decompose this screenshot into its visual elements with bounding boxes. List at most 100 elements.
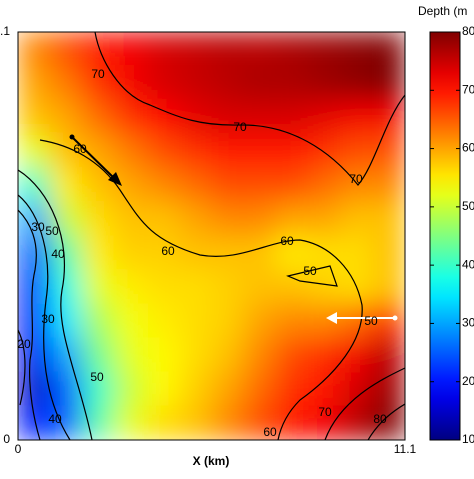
depth-cell — [211, 201, 245, 237]
depth-cell — [18, 65, 51, 101]
depth-cell — [178, 167, 212, 203]
depth-cell — [114, 167, 148, 203]
depth-cell — [211, 167, 245, 203]
depth-cell — [372, 235, 405, 271]
contour-line — [39, 139, 363, 440]
depth-cell — [372, 303, 405, 339]
depth-cell — [211, 269, 245, 305]
depth-cell — [178, 405, 212, 440]
depth-cell — [307, 99, 341, 135]
depth-cell — [307, 371, 341, 407]
depth-cell — [49, 133, 83, 169]
contour-label: 70 — [318, 405, 332, 419]
depth-cell — [211, 235, 245, 271]
depth-cell — [114, 303, 148, 339]
depth-cell — [243, 269, 277, 305]
depth-cell — [82, 303, 116, 339]
depth-cell — [114, 405, 148, 440]
arrow — [71, 136, 117, 181]
arrow-head — [108, 172, 122, 186]
depth-cell — [146, 405, 180, 440]
depth-cell — [114, 99, 148, 135]
depth-cell — [211, 405, 245, 440]
colorbar-tick-label: 60 — [462, 141, 474, 155]
x-tick-label: 0 — [15, 442, 22, 456]
contour-line — [18, 169, 93, 440]
depth-cell — [275, 167, 309, 203]
depth-cell — [178, 269, 212, 305]
depth-cell — [275, 99, 309, 135]
depth-cell — [307, 133, 341, 169]
contour-label: 70 — [91, 67, 105, 81]
depth-cell — [340, 32, 374, 67]
depth-cell — [275, 201, 309, 237]
depth-cell — [82, 99, 116, 135]
depth-cell — [372, 371, 405, 407]
depth-cell — [82, 235, 116, 271]
contour-label: 60 — [161, 244, 175, 258]
contour-label: 50 — [45, 224, 59, 238]
colorbar-tick-label: 50 — [462, 199, 474, 213]
depth-cell — [114, 235, 148, 271]
depth-cell — [178, 65, 212, 101]
depth-cell — [243, 201, 277, 237]
depth-cell — [275, 65, 309, 101]
depth-cell — [146, 337, 180, 373]
depth-cell — [114, 269, 148, 305]
depth-cell — [211, 133, 245, 169]
depth-cell — [340, 133, 374, 169]
y-tick-label: 11.1 — [0, 24, 10, 38]
depth-cell — [178, 371, 212, 407]
colorbar-tick-label: 20 — [462, 374, 474, 388]
depth-cell — [211, 99, 245, 135]
depth-cell — [372, 99, 405, 135]
contour-line — [367, 403, 405, 440]
depth-cell — [372, 201, 405, 237]
depth-cell — [114, 371, 148, 407]
depth-cell — [49, 303, 83, 339]
depth-cell — [178, 201, 212, 237]
depth-cell — [307, 405, 341, 440]
depth-cell — [18, 371, 51, 407]
depth-cell — [82, 32, 116, 67]
contour-line — [324, 367, 405, 440]
y-tick-label: 0 — [3, 432, 10, 446]
contour-label: 60 — [280, 234, 294, 248]
depth-cell — [340, 235, 374, 271]
x-axis-label: X (km) — [193, 454, 230, 468]
arrow-tail — [392, 315, 398, 321]
contours — [18, 32, 405, 440]
depth-cell — [82, 269, 116, 305]
depth-cell — [49, 32, 83, 67]
depth-cell — [211, 65, 245, 101]
colorbar — [429, 31, 461, 441]
contour-label: 80 — [373, 412, 387, 426]
depth-cell — [243, 99, 277, 135]
depth-cell — [49, 235, 83, 271]
plot-frame — [17, 31, 406, 441]
contour-line — [18, 194, 71, 440]
depth-cell — [243, 371, 277, 407]
depth-cell — [146, 32, 180, 67]
depth-cell — [114, 32, 148, 67]
depth-cell — [372, 269, 405, 305]
depth-cell — [146, 371, 180, 407]
depth-cell — [275, 133, 309, 169]
colorbar-title: Depth (m — [418, 4, 467, 18]
depth-cell — [243, 405, 277, 440]
depth-cell — [243, 133, 277, 169]
depth-cell — [82, 167, 116, 203]
depth-cell — [211, 371, 245, 407]
x-tick-label: 11.1 — [394, 442, 417, 456]
depth-cell — [211, 32, 245, 67]
colorbar-tick-label: 70 — [462, 82, 474, 96]
contour-line — [18, 329, 26, 406]
depth-cell — [49, 99, 83, 135]
depth-cell — [307, 167, 341, 203]
depth-cell — [49, 371, 83, 407]
depth-cell — [82, 65, 116, 101]
contour-label: 50 — [303, 264, 317, 278]
depth-cell — [340, 65, 374, 101]
contour-label: 40 — [48, 412, 62, 426]
